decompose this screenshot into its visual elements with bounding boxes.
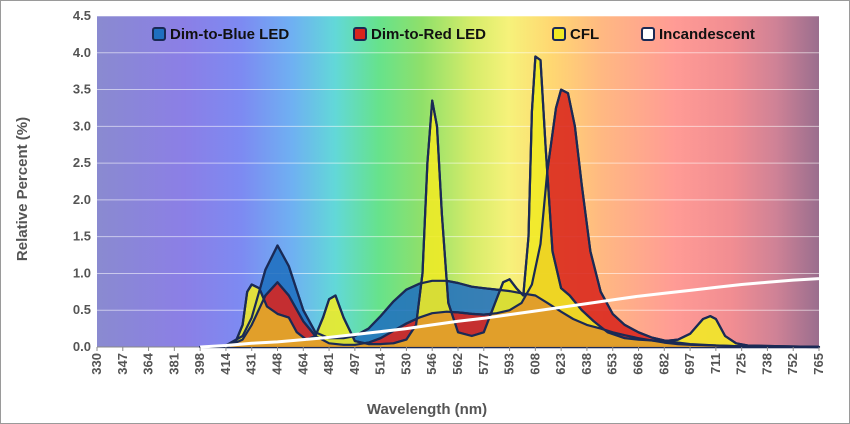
y-tick-label: 3.0 <box>73 118 91 133</box>
y-tick-label: 4.0 <box>73 45 91 60</box>
series-overlap-area <box>97 294 819 347</box>
x-tick-label: 577 <box>476 353 491 375</box>
legend-swatch-dim-to-red-led <box>353 27 367 41</box>
x-tick-label: 608 <box>527 353 542 375</box>
x-tick-label: 711 <box>708 353 723 374</box>
x-tick-label: 381 <box>166 353 181 375</box>
series-layer <box>97 55 821 349</box>
y-tick-label: 2.0 <box>73 192 91 207</box>
x-tick-label: 364 <box>141 352 156 374</box>
y-tick-label: 0.5 <box>73 302 91 317</box>
x-tick-label: 530 <box>398 353 413 375</box>
x-tick-label: 546 <box>424 353 439 375</box>
legend-label-dim-to-red-led: Dim-to-Red LED <box>371 26 486 43</box>
y-axis-ticks: 0.0 0.5 1.0 1.5 2.0 2.5 3.0 3.5 4.0 4.5 <box>73 8 91 354</box>
legend-label-cfl: CFL <box>570 26 599 43</box>
x-tick-label: 330 <box>89 353 104 375</box>
x-tick-label: 682 <box>656 353 671 375</box>
x-axis-ticks: 330 347 364 381 398 414 431 448 464 481 497 514 530 5… <box>89 347 826 375</box>
y-tick-label: 1.0 <box>73 265 91 280</box>
x-tick-label: 725 <box>734 353 749 375</box>
x-tick-label: 347 <box>115 353 130 375</box>
y-axis-title: Relative Percent (%) <box>14 117 31 261</box>
x-tick-label: 593 <box>502 353 517 375</box>
x-tick-label: 514 <box>373 352 388 374</box>
y-tick-label: 1.5 <box>73 229 91 244</box>
series-line-incandescent <box>200 277 820 349</box>
legend-swatch-incandescent <box>641 27 655 41</box>
x-tick-label: 668 <box>631 353 646 375</box>
x-tick-label: 431 <box>244 353 259 375</box>
x-tick-label: 752 <box>785 353 800 375</box>
x-axis-title: Wavelength (nm) <box>367 401 487 418</box>
x-tick-label: 398 <box>192 353 207 375</box>
y-tick-label: 3.5 <box>73 82 91 97</box>
x-tick-label: 414 <box>218 352 233 374</box>
x-tick-label: 765 <box>811 353 826 375</box>
x-tick-label: 653 <box>605 353 620 375</box>
x-tick-label: 464 <box>295 352 310 374</box>
legend-swatch-dim-to-blue-led <box>152 27 166 41</box>
y-tick-label: 0.0 <box>73 339 91 354</box>
legend-swatch-cfl <box>552 27 566 41</box>
x-tick-label: 448 <box>270 353 285 375</box>
x-tick-label: 497 <box>347 353 362 375</box>
legend: Dim-to-Blue LED Dim-to-Red LED CFL Incandes… <box>152 26 755 43</box>
x-tick-label: 481 <box>321 353 336 375</box>
x-tick-label: 623 <box>553 353 568 375</box>
x-tick-label: 562 <box>450 353 465 375</box>
x-tick-label: 697 <box>682 353 697 375</box>
legend-label-dim-to-blue-led: Dim-to-Blue LED <box>170 26 289 43</box>
y-tick-label: 2.5 <box>73 155 91 170</box>
x-tick-label: 738 <box>759 353 774 375</box>
x-tick-label: 638 <box>579 353 594 375</box>
legend-label-incandescent: Incandescent <box>659 26 755 43</box>
y-tick-label: 4.5 <box>73 8 91 23</box>
